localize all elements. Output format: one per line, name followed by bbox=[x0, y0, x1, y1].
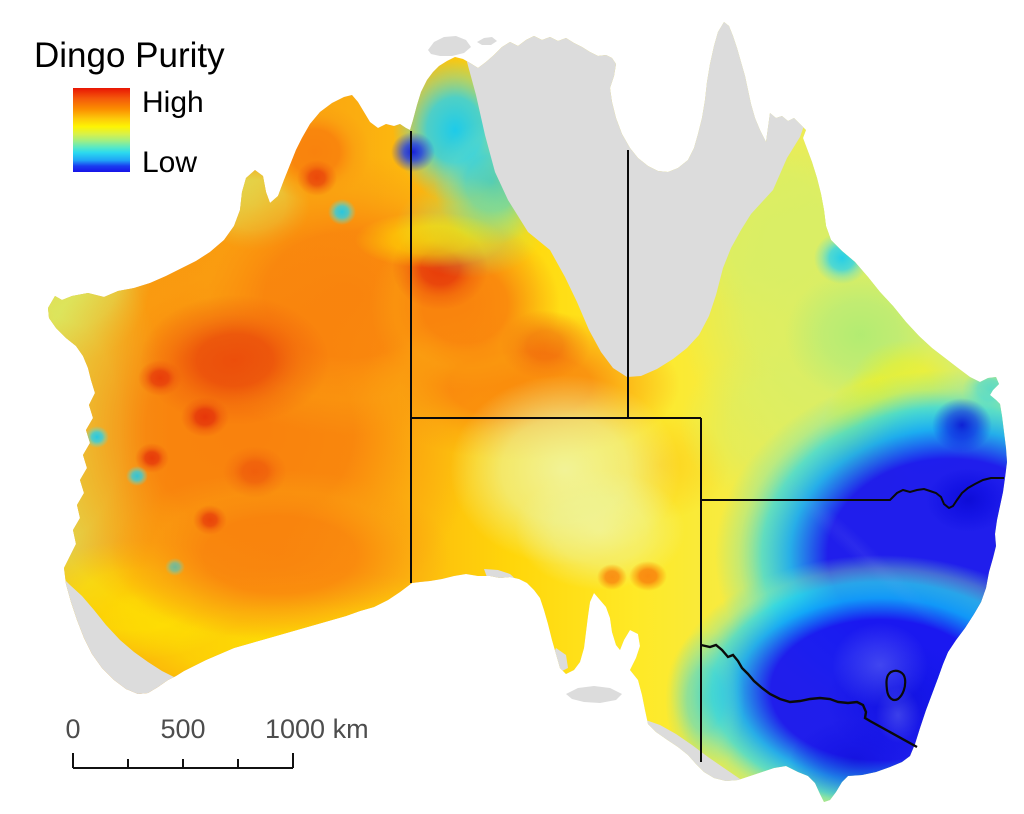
scale-bar-ticks bbox=[72, 753, 294, 769]
melville-island bbox=[428, 36, 471, 56]
legend-high-label: High bbox=[142, 86, 204, 119]
cobourg-islets bbox=[477, 37, 497, 45]
legend-title: Dingo Purity bbox=[34, 36, 225, 75]
scale-label-1000km: 1000 km bbox=[265, 714, 369, 744]
scale-label-500: 500 bbox=[160, 714, 206, 744]
scale-label-0: 0 bbox=[65, 714, 81, 744]
legend-gradient-bar bbox=[73, 88, 130, 172]
border-qld-nsw bbox=[701, 477, 1004, 510]
act-outline bbox=[885, 669, 907, 702]
state-borders bbox=[410, 131, 1004, 762]
border-nsw-vic-murray bbox=[700, 643, 918, 749]
legend-low-label: Low bbox=[142, 146, 198, 179]
no-data-sa-coast-3 bbox=[552, 648, 568, 672]
no-data-north bbox=[458, 22, 814, 377]
kangaroo-island bbox=[566, 686, 622, 703]
